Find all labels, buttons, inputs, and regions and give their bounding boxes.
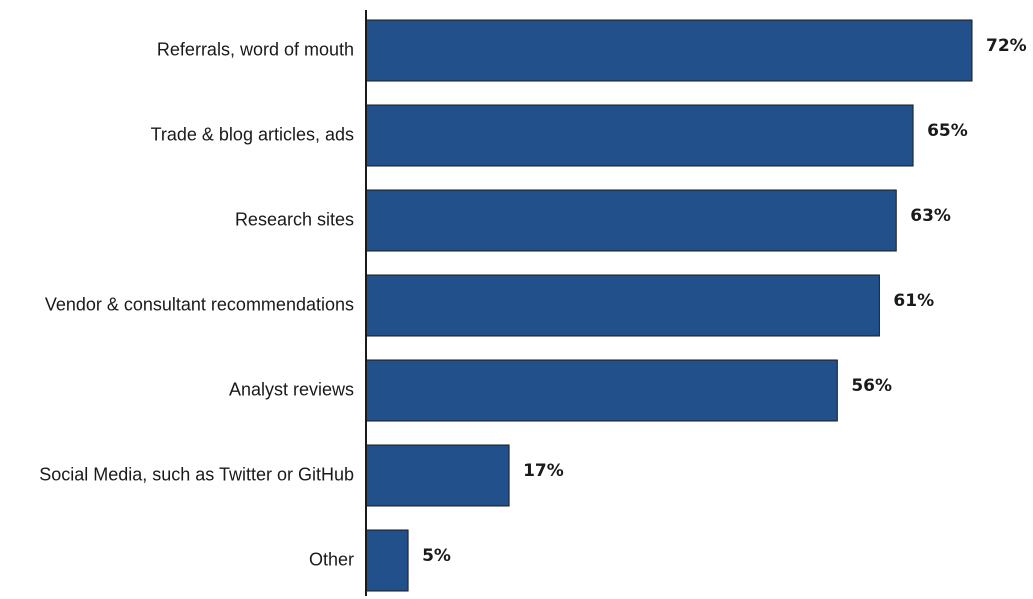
bar-1 [365, 104, 914, 167]
value-label-3: 61% [893, 291, 934, 311]
value-label-2: 63% [910, 206, 951, 226]
category-labels-group: Referrals, word of mouth Trade & blog art… [39, 39, 354, 569]
bar-0 [365, 19, 973, 82]
bar-3 [365, 274, 880, 337]
bars-group [365, 19, 973, 592]
value-label-1: 65% [927, 121, 968, 141]
bar-5 [365, 444, 510, 507]
bar-6 [365, 529, 409, 592]
value-label-0: 72% [986, 36, 1027, 56]
category-label-4: Analyst reviews [229, 379, 354, 399]
value-label-5: 17% [523, 461, 564, 481]
category-label-0: Referrals, word of mouth [157, 39, 354, 59]
category-label-2: Research sites [235, 209, 354, 229]
bar-4 [365, 359, 838, 422]
category-label-5: Social Media, such as Twitter or GitHub [39, 464, 354, 484]
category-label-1: Trade & blog articles, ads [151, 124, 354, 144]
value-labels-group: 72% 65% 63% 61% 56% 17% 5% [422, 36, 1027, 566]
bar-2 [365, 189, 897, 252]
category-label-6: Other [309, 549, 354, 569]
category-label-3: Vendor & consultant recommendations [45, 294, 354, 314]
value-label-6: 5% [422, 546, 451, 566]
value-label-4: 56% [851, 376, 892, 396]
